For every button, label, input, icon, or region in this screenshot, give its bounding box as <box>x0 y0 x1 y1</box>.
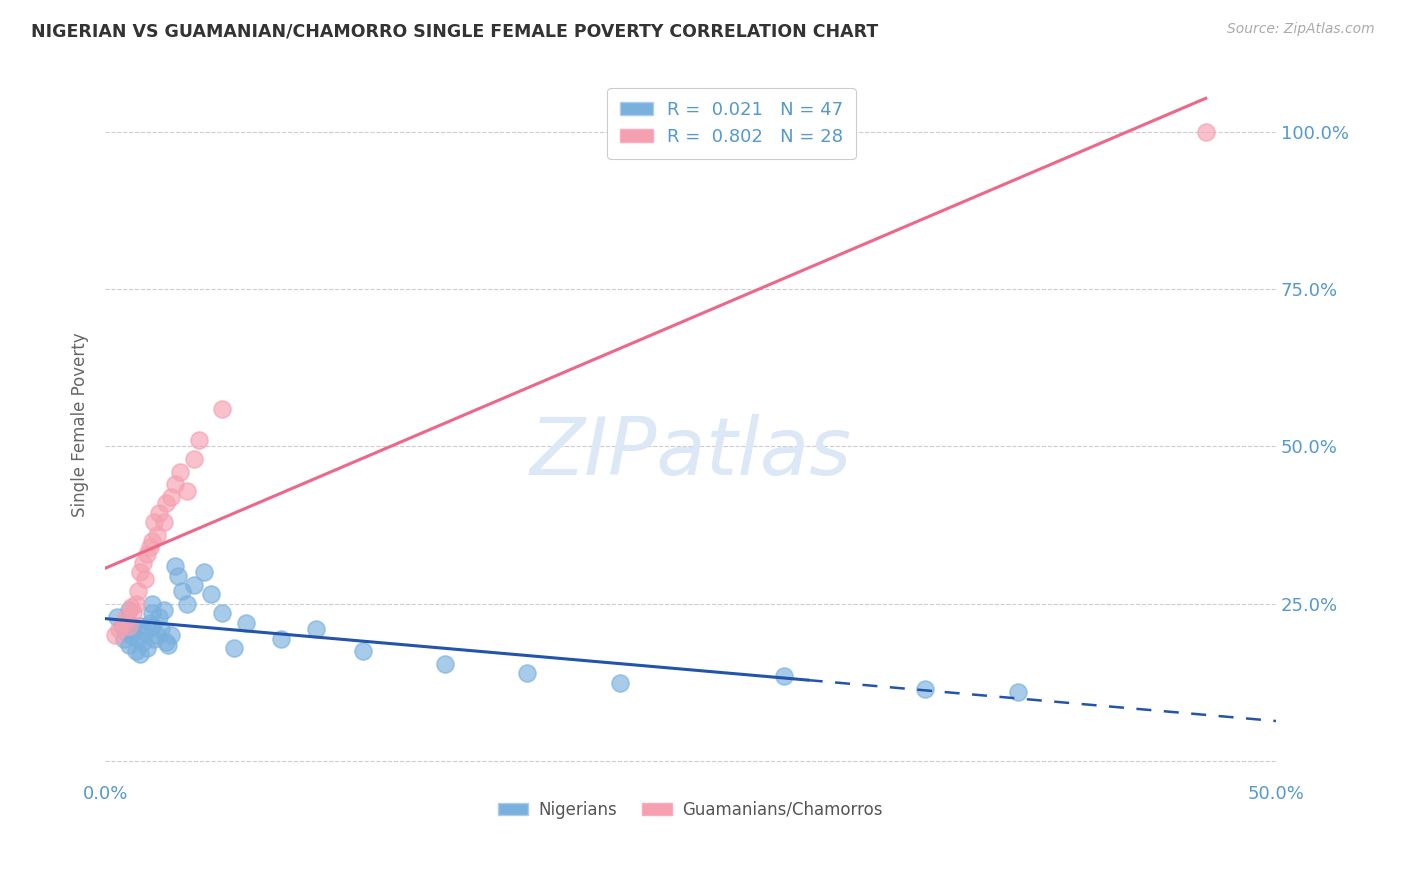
Point <box>176 483 198 498</box>
Point <box>117 603 139 617</box>
Legend: Nigerians, Guamanians/Chamorros: Nigerians, Guamanians/Chamorros <box>492 794 890 825</box>
Point <box>187 433 209 447</box>
Point <box>157 638 180 652</box>
Point <box>155 496 177 510</box>
Point <box>516 666 538 681</box>
Point <box>159 490 181 504</box>
Point <box>110 619 132 633</box>
Point <box>131 634 153 648</box>
Point <box>105 609 128 624</box>
Point <box>609 675 631 690</box>
Point <box>1195 124 1218 138</box>
Point <box>117 619 139 633</box>
Point <box>143 632 166 646</box>
Point <box>235 615 257 630</box>
Point <box>127 584 149 599</box>
Point <box>112 615 135 630</box>
Point <box>176 597 198 611</box>
Point <box>131 556 153 570</box>
Point <box>141 607 163 621</box>
Point <box>165 477 187 491</box>
Point <box>145 527 167 541</box>
Point <box>166 568 188 582</box>
Point <box>115 609 138 624</box>
Point <box>136 640 159 655</box>
Point <box>127 632 149 646</box>
Point <box>122 607 145 621</box>
Point <box>193 566 215 580</box>
Point <box>148 609 170 624</box>
Text: ZIPatlas: ZIPatlas <box>530 414 852 491</box>
Point <box>152 603 174 617</box>
Point <box>148 506 170 520</box>
Point <box>155 634 177 648</box>
Point <box>138 615 160 630</box>
Point <box>143 515 166 529</box>
Point <box>172 584 194 599</box>
Point <box>270 632 292 646</box>
Point <box>222 640 245 655</box>
Point <box>914 681 936 696</box>
Point <box>352 644 374 658</box>
Point <box>183 578 205 592</box>
Text: Source: ZipAtlas.com: Source: ZipAtlas.com <box>1227 22 1375 37</box>
Point <box>134 625 156 640</box>
Point <box>211 401 233 416</box>
Y-axis label: Single Female Poverty: Single Female Poverty <box>72 332 89 516</box>
Point <box>129 648 152 662</box>
Point <box>141 619 163 633</box>
Point <box>169 465 191 479</box>
Point <box>145 628 167 642</box>
Point <box>129 566 152 580</box>
Point <box>773 669 796 683</box>
Point <box>211 607 233 621</box>
Point <box>433 657 456 671</box>
Point <box>124 597 146 611</box>
Point <box>115 625 138 640</box>
Point <box>117 615 139 630</box>
Point <box>138 540 160 554</box>
Point <box>134 572 156 586</box>
Point <box>141 533 163 548</box>
Point <box>120 600 142 615</box>
Point <box>108 622 131 636</box>
Point <box>305 622 328 636</box>
Point <box>112 632 135 646</box>
Point <box>165 559 187 574</box>
Point <box>183 452 205 467</box>
Text: NIGERIAN VS GUAMANIAN/CHAMORRO SINGLE FEMALE POVERTY CORRELATION CHART: NIGERIAN VS GUAMANIAN/CHAMORRO SINGLE FE… <box>31 22 879 40</box>
Point <box>124 644 146 658</box>
Point <box>1007 685 1029 699</box>
Point <box>141 597 163 611</box>
Point <box>150 622 173 636</box>
Point <box>200 587 222 601</box>
Point <box>122 622 145 636</box>
Point <box>152 515 174 529</box>
Point <box>103 628 125 642</box>
Point <box>159 628 181 642</box>
Point <box>117 638 139 652</box>
Point <box>120 628 142 642</box>
Point <box>129 619 152 633</box>
Point <box>136 547 159 561</box>
